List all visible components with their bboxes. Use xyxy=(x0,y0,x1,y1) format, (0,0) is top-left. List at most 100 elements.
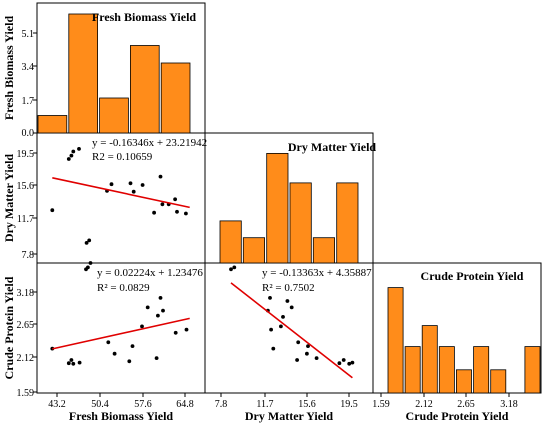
scatter-fb-dm-point-1 xyxy=(66,157,71,161)
scatter-dm-cp-point-16 xyxy=(341,358,346,362)
scatter-dm-cp-point-8 xyxy=(285,299,290,303)
x-tick-label-cp-2: 2.65 xyxy=(457,399,475,410)
hist-dry-matter-bar-2 xyxy=(266,152,289,264)
y-tick-label-fb-0: 0.0 xyxy=(22,128,35,139)
hist-crude-protein-bar-6 xyxy=(490,369,507,394)
scatter-fb-cp-point-1 xyxy=(66,361,71,366)
scatter-fb-dm-point-9 xyxy=(128,181,133,186)
x-tick-label-dm-3: 19.5 xyxy=(340,399,358,410)
y-tick-label-fb-1: 1.7 xyxy=(22,96,35,107)
scatter-dm-cp-point-0 xyxy=(229,267,233,272)
y-tick-label-cp-1: 2.12 xyxy=(17,353,35,364)
dm-cp-r2: R² = 0.7502 xyxy=(262,282,315,294)
dry-matter-histogram-title: Dry Matter Yield xyxy=(288,140,377,154)
hist-crude-protein-bar-2 xyxy=(421,325,438,394)
crude-protein-histogram-title: Crude Protein Yield xyxy=(421,269,524,283)
hist-dry-matter-bar-1 xyxy=(242,237,266,264)
scatter-dm-cp-point-17 xyxy=(347,361,352,366)
scatter-dm-cp-point-12 xyxy=(305,351,309,356)
scatter-fb-cp-point-15 xyxy=(156,313,160,318)
scatter-fb-dm-point-17 xyxy=(175,209,179,214)
fb-cp-r2: R² = 0.0829 xyxy=(97,282,150,294)
y-axis-title-crude-protein: Crude Protein Yield xyxy=(2,276,16,379)
chart-marks xyxy=(33,13,541,397)
hist-dry-matter-bar-3 xyxy=(289,182,312,264)
hist-dry-matter-bar-5 xyxy=(336,182,359,264)
x-tick-label-fb-3: 64.8 xyxy=(176,399,194,410)
scatter-dm-cp-point-13 xyxy=(306,344,310,348)
x-tick-label-dm-1: 11.7 xyxy=(256,399,273,410)
x-tick-label-fb-2: 57.6 xyxy=(134,399,152,410)
scatter-fb-dm-point-14 xyxy=(160,202,165,207)
hist-crude-protein-bar-1 xyxy=(404,346,421,394)
hist-dry-matter-bar-4 xyxy=(312,237,335,264)
scatter-dm-cp-point-1 xyxy=(232,265,237,270)
scatter-fb-cp-point-13 xyxy=(145,305,150,310)
scatter-fb-dm-point-12 xyxy=(152,210,157,215)
y-tick-label-dm-3: 19.5 xyxy=(17,149,35,160)
x-axis-title-crude-protein: Crude Protein Yield xyxy=(406,409,509,423)
scatter-dm-cp-point-18 xyxy=(350,360,355,365)
scatter-fb-dm-point-13 xyxy=(158,174,163,179)
y-tick-label-dm-1: 11.7 xyxy=(17,214,34,225)
scatter-fb-cp-point-19 xyxy=(184,327,189,332)
hist-fresh-biomass-bar-4 xyxy=(160,62,191,134)
scatter-dm-cp-point-5 xyxy=(271,346,276,351)
hist-fresh-biomass-bar-2 xyxy=(99,97,129,134)
hist-fresh-biomass-bar-0 xyxy=(37,115,68,134)
hist-crude-protein-bar-4 xyxy=(455,369,472,394)
scatter-dm-cp-point-15 xyxy=(337,361,342,366)
scatter-fb-cp-point-14 xyxy=(154,356,159,360)
scatter-fb-cp-point-3 xyxy=(71,361,76,366)
scatter-fb-cp-point-12 xyxy=(140,324,144,329)
x-tick-label-fb-1: 50.4 xyxy=(91,399,109,410)
scatter-fb-cp-point-6 xyxy=(86,265,90,270)
y-tick-label-cp-0: 1.59 xyxy=(17,388,35,399)
scatter-fb-cp-point-7 xyxy=(88,261,93,265)
x-tick-label-cp-1: 2.12 xyxy=(415,399,433,410)
scatter-fb-dm-point-4 xyxy=(77,147,81,151)
scatter-fb-dm-point-6 xyxy=(87,238,92,243)
scatter-dm-cp-fit-line xyxy=(230,282,353,379)
hist-crude-protein-bar-0 xyxy=(387,287,404,394)
scatter-fb-dm-point-18 xyxy=(184,211,188,216)
x-tick-label-dm-0: 7.8 xyxy=(215,399,228,410)
y-tick-label-cp-3: 3.18 xyxy=(17,288,35,299)
scatter-fb-dm-point-10 xyxy=(131,189,136,194)
scatter-fb-cp-point-10 xyxy=(127,359,132,364)
hist-crude-protein-bar-8 xyxy=(524,346,541,394)
x-tick-label-fb-0: 43.2 xyxy=(48,399,66,410)
y-tick-label-dm-0: 7.8 xyxy=(22,250,35,261)
scatter-fb-dm-point-5 xyxy=(84,241,89,245)
y-tick-label-fb-2: 3.4 xyxy=(22,62,35,73)
y-axis-title-fresh-biomass: Fresh Biomass Yield xyxy=(2,16,16,121)
x-axis-title-dry-matter: Dry Matter Yield xyxy=(245,409,334,423)
scatter-dm-cp-point-6 xyxy=(279,324,283,329)
fb-cp-equation: y = 0.02224x + 1.23476 xyxy=(97,267,203,279)
hist-fresh-biomass-bar-1 xyxy=(68,13,99,134)
scatter-fb-cp-point-9 xyxy=(112,351,117,356)
dm-cp-equation: y = -0.13363x + 4.35887 xyxy=(262,267,372,279)
hist-dry-matter-bar-0 xyxy=(219,220,242,264)
scatter-fb-cp-point-4 xyxy=(77,360,82,365)
scatter-fb-cp-point-16 xyxy=(158,296,163,300)
scatter-fb-dm-fit-line xyxy=(52,177,190,209)
scatter-fb-cp-point-8 xyxy=(106,340,111,345)
scatter-fb-cp-point-2 xyxy=(69,358,74,362)
scatter-fb-dm-point-2 xyxy=(69,153,74,158)
scatter-dm-cp-point-9 xyxy=(289,305,294,310)
scatter-dm-cp-point-3 xyxy=(268,296,272,300)
scatter-fb-cp-fit-line xyxy=(52,317,190,350)
scatter-fb-dm-point-16 xyxy=(173,197,178,202)
x-axis-title-fresh-biomass: Fresh Biomass Yield xyxy=(69,409,174,423)
y-axis-title-dry-matter: Dry Matter Yield xyxy=(2,154,16,243)
x-tick-label-cp-3: 3.18 xyxy=(500,399,518,410)
y-tick-label-dm-2: 15.6 xyxy=(17,181,35,192)
scatter-dm-cp-point-4 xyxy=(269,327,273,332)
scatter-dm-cp-point-7 xyxy=(281,315,285,319)
fb-dm-r2: R2 = 0.10659 xyxy=(92,151,153,163)
scatter-fb-cp-point-11 xyxy=(130,344,135,348)
scatter-fb-cp-point-18 xyxy=(173,330,178,335)
y-tick-label-fb-3: 5.1 xyxy=(22,29,35,40)
